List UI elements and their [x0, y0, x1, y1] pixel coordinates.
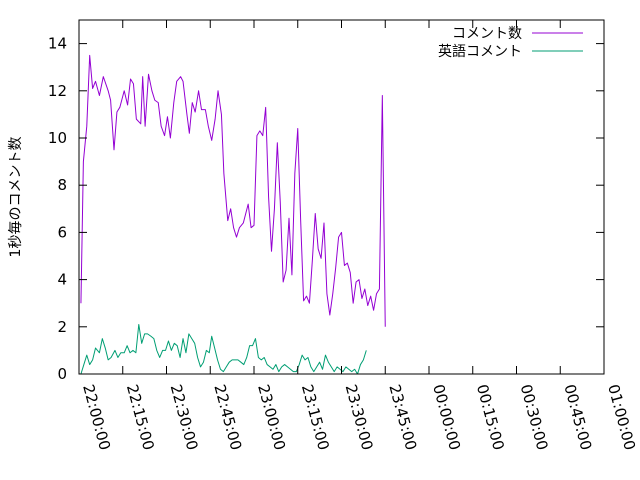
series-line-1	[80, 54, 386, 327]
y-tick-label: 10	[48, 129, 67, 147]
y-tick-label: 0	[57, 365, 67, 383]
series-layer	[80, 54, 386, 375]
y-tick-label: 6	[57, 223, 67, 241]
y-tick-label: 12	[48, 82, 67, 100]
legend-label-2: 英語コメント	[438, 43, 522, 60]
y-tick-label: 14	[48, 35, 67, 53]
legend-label-1: コメント数	[452, 26, 522, 42]
y-axis-label: 1秒毎のコメント数	[8, 137, 24, 258]
series-line-2	[80, 323, 367, 375]
y-tick-label: 4	[57, 271, 67, 289]
y-tick-label: 8	[57, 176, 67, 194]
y-tick-label: 2	[57, 318, 67, 336]
